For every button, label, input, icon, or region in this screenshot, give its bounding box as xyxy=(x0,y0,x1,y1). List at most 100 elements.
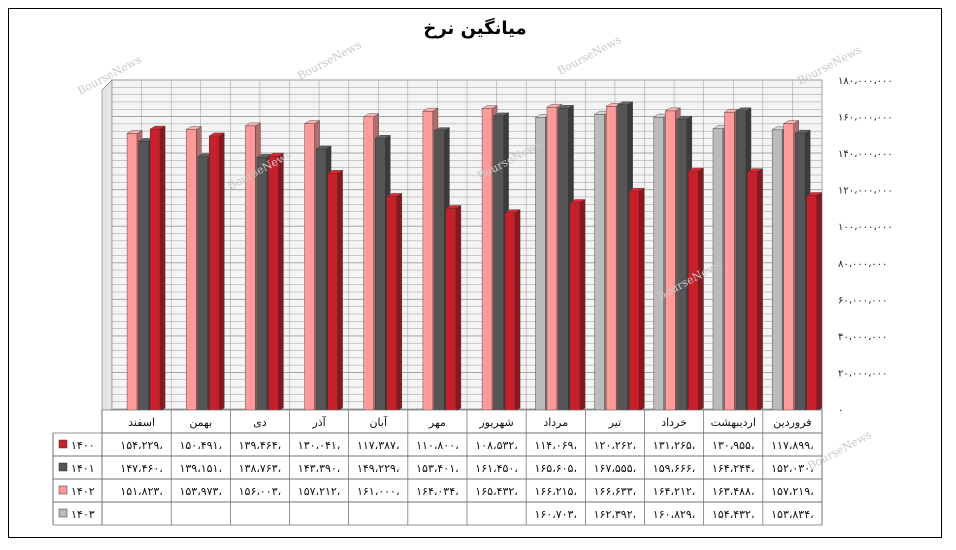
data-label: ۱۵۴،۲۲۹، xyxy=(120,439,163,452)
bar xyxy=(434,130,445,412)
bar-top xyxy=(557,105,575,109)
bar-top xyxy=(386,193,403,197)
data-label: ۱۳۸،۷۶۳، xyxy=(239,462,282,475)
bar-top xyxy=(664,107,682,112)
data-label: ۱۵۶،۰۰۳، xyxy=(239,485,282,498)
y-tick-label: ۱۴۰،۰۰۰،۰۰۰ xyxy=(838,149,893,160)
data-label: ۱۱۷،۳۸۷، xyxy=(357,439,400,452)
data-label: ۱۶۱،۴۵۰، xyxy=(475,462,518,475)
bar xyxy=(209,135,220,412)
legend-label: ۱۴۰۱ xyxy=(71,462,95,475)
bar-top xyxy=(374,135,391,139)
y-tick-label: ۱۶۰،۰۰۰،۰۰۰ xyxy=(838,113,893,124)
bar-top xyxy=(326,170,344,174)
bar xyxy=(256,157,268,412)
table-category-label: دی xyxy=(253,416,267,429)
bar xyxy=(594,113,605,412)
bar-top xyxy=(735,107,752,111)
bar-side xyxy=(455,205,462,412)
data-label: ۱۶۴،۰۳۴، xyxy=(416,485,459,498)
data-label: ۱۱۴،۰۶۹، xyxy=(534,439,577,452)
bar-top xyxy=(628,187,645,192)
bar xyxy=(676,118,688,412)
bar xyxy=(504,212,516,412)
table-category-label: آبان xyxy=(369,415,387,429)
bar-side xyxy=(816,192,822,412)
bar-top xyxy=(185,126,202,130)
bar-top xyxy=(546,103,563,108)
bar xyxy=(375,138,386,412)
data-label: ۱۵۳،۴۰۱، xyxy=(416,462,459,475)
bar-top xyxy=(244,122,262,127)
bar xyxy=(617,104,628,412)
y-tick-label: ۱۸۰،۰۰۰،۰۰۰ xyxy=(838,76,893,87)
data-label: ۱۶۱،۰۰۰، xyxy=(357,485,400,498)
table-category-label: شهریور xyxy=(478,416,513,429)
legend-label: ۱۴۰۳ xyxy=(71,508,95,521)
y-tick-label: ۱۰۰،۰۰۰،۰۰۰ xyxy=(838,222,893,233)
bar xyxy=(771,129,783,412)
bar xyxy=(363,116,374,412)
data-label: ۱۱۰،۸۰۰، xyxy=(416,439,459,452)
bar-top xyxy=(569,199,586,203)
bar xyxy=(304,123,315,412)
data-label: ۱۶۵،۶۰۵، xyxy=(534,462,577,475)
data-label: ۱۴۳،۳۹۰، xyxy=(298,462,341,475)
bar xyxy=(268,155,279,412)
bar-top xyxy=(149,125,166,130)
table-category-label: فروردین xyxy=(773,416,811,429)
data-label: ۱۵۳،۹۷۳، xyxy=(179,485,222,498)
table-category-label: آذر xyxy=(311,415,326,429)
bar xyxy=(688,170,699,412)
y-tick-label: ۲۰،۰۰۰،۰۰۰ xyxy=(838,368,887,379)
data-label: ۱۲۰،۲۶۲، xyxy=(594,439,637,452)
bar xyxy=(569,202,581,412)
y-tick-label: ۴۰،۰۰۰،۰۰۰ xyxy=(838,332,887,343)
table-category-label: اردیبهشت xyxy=(711,416,756,429)
bar-top xyxy=(445,205,462,209)
table-category-label: مهر xyxy=(428,416,446,429)
legend-swatch xyxy=(58,485,68,495)
bar xyxy=(138,141,149,412)
data-label: ۱۳۹،۱۵۱، xyxy=(179,462,222,475)
data-label: ۱۰۸،۵۳۲، xyxy=(475,439,518,452)
data-label: ۱۵۲،۰۳۰، xyxy=(771,462,814,475)
bar-top xyxy=(433,127,451,131)
data-label: ۱۶۲،۳۹۲، xyxy=(594,508,637,521)
watermark: BourseNews xyxy=(555,33,624,78)
data-label: ۱۶۰،۷۰۳، xyxy=(534,508,577,521)
data-label: ۱۵۷،۲۱۹، xyxy=(771,485,814,498)
bar-top xyxy=(746,168,764,172)
table-category-label: خرداد xyxy=(661,416,687,429)
bar xyxy=(558,108,569,412)
bar-top xyxy=(126,130,143,134)
legend-swatch xyxy=(58,439,68,449)
bar xyxy=(724,111,735,412)
bar xyxy=(735,110,747,412)
bar xyxy=(665,110,676,412)
table-category-label: تیر xyxy=(608,416,621,429)
bar-top xyxy=(208,132,225,137)
bar-side xyxy=(514,209,521,412)
bar-top xyxy=(315,145,332,150)
bar-top xyxy=(267,152,285,157)
bar-top xyxy=(676,115,693,120)
side-wall xyxy=(101,79,113,420)
y-tick-label: ۸۰،۰۰۰،۰۰۰ xyxy=(838,259,887,270)
data-label: ۱۶۵،۴۳۲، xyxy=(475,485,518,498)
bar xyxy=(386,196,397,412)
data-label: ۱۳۱،۲۶۵، xyxy=(653,439,696,452)
bar xyxy=(315,148,327,412)
data-label: ۱۳۰،۰۴۱، xyxy=(298,439,341,452)
bar-top xyxy=(303,120,321,124)
bar xyxy=(653,116,665,412)
bar xyxy=(422,110,434,412)
data-label: ۱۳۹،۴۶۴، xyxy=(239,439,282,452)
data-label: ۱۶۴،۲۱۲، xyxy=(653,485,696,498)
legend-swatch xyxy=(58,508,68,518)
y-tick-label: ۱۲۰،۰۰۰،۰۰۰ xyxy=(838,186,893,197)
watermark: BourseNews xyxy=(805,428,874,473)
y-tick-label: ۰ xyxy=(838,405,843,416)
bar-top xyxy=(422,107,439,112)
